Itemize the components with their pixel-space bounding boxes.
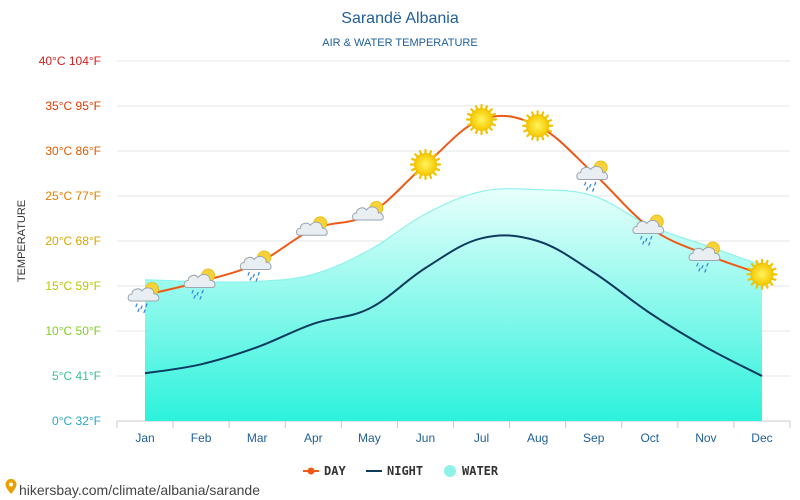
x-tick-label: May [358, 431, 381, 445]
legend-label: WATER [462, 464, 499, 478]
x-axis-ticks: Jan Feb Mar Apr May Jun Jul Aug Sep Oct Nov Dec [116, 421, 791, 445]
x-tick-label: Aug [527, 431, 548, 445]
sun-icon [521, 110, 554, 142]
sun-icon [409, 148, 442, 181]
y-axis-ticks: 0°C 32°F 5°C 41°F 10°C 50°F 15°C 59°F 20°C 6… [39, 54, 101, 428]
x-tick-label: Jan [135, 431, 154, 445]
cloud-rain-sun-icon [127, 282, 160, 314]
cloud-rain-sun-icon [576, 160, 609, 192]
cloud-sun-icon [295, 216, 328, 236]
y-tick-label: 25°C 77°F [45, 189, 101, 203]
cloud-rain-sun-icon [239, 250, 272, 282]
y-tick-label: 0°C 32°F [52, 414, 101, 428]
y-tick-label: 20°C 68°F [45, 234, 101, 248]
legend: DAY NIGHT WATER [303, 464, 499, 478]
source-link[interactable]: hikersbay.com/climate/albania/sarande [5, 479, 261, 498]
x-tick-label: Apr [304, 431, 323, 445]
night-series-line [144, 234, 763, 377]
legend-label: NIGHT [387, 464, 423, 478]
cloud-rain-sun-icon [632, 214, 665, 246]
y-tick-label: 5°C 41°F [52, 369, 101, 383]
y-tick-label: 30°C 86°F [45, 144, 101, 158]
water-series-area [145, 188, 762, 421]
x-tick-label: Jul [474, 431, 489, 445]
x-tick-label: Mar [247, 431, 268, 445]
x-tick-label: Jun [416, 431, 435, 445]
x-tick-label: Oct [640, 431, 659, 445]
legend-label: DAY [324, 464, 346, 478]
sun-icon [746, 258, 778, 290]
weather-icons [127, 103, 778, 314]
chart-subtitle: AIR & WATER TEMPERATURE [322, 37, 477, 49]
x-tick-label: Dec [751, 431, 772, 445]
cloud-rain-sun-icon [183, 268, 216, 300]
cloud-rain-sun-icon [688, 241, 721, 273]
y-axis-title: TEMPERATURE [16, 200, 28, 282]
y-tick-label: 15°C 59°F [45, 279, 101, 293]
legend-item-night[interactable]: NIGHT [366, 464, 423, 478]
y-tick-label: 35°C 95°F [45, 99, 101, 113]
sun-icon [465, 103, 498, 136]
x-tick-label: Feb [191, 431, 212, 445]
legend-marker [444, 465, 456, 477]
cloud-sun-icon [352, 201, 384, 221]
source-url: hikersbay.com/climate/albania/sarande [19, 482, 260, 498]
chart-title: Sarandë Albania [341, 10, 459, 27]
y-tick-label: 10°C 50°F [45, 324, 101, 338]
legend-item-day[interactable]: DAY [303, 464, 346, 478]
location-pin-icon [5, 479, 17, 494]
legend-marker-dot [307, 467, 315, 475]
y-tick-label: 40°C 104°F [39, 54, 101, 68]
legend-item-water[interactable]: WATER [444, 464, 499, 478]
x-tick-label: Sep [583, 431, 605, 445]
water-area [144, 188, 763, 421]
x-tick-label: Nov [695, 431, 716, 445]
